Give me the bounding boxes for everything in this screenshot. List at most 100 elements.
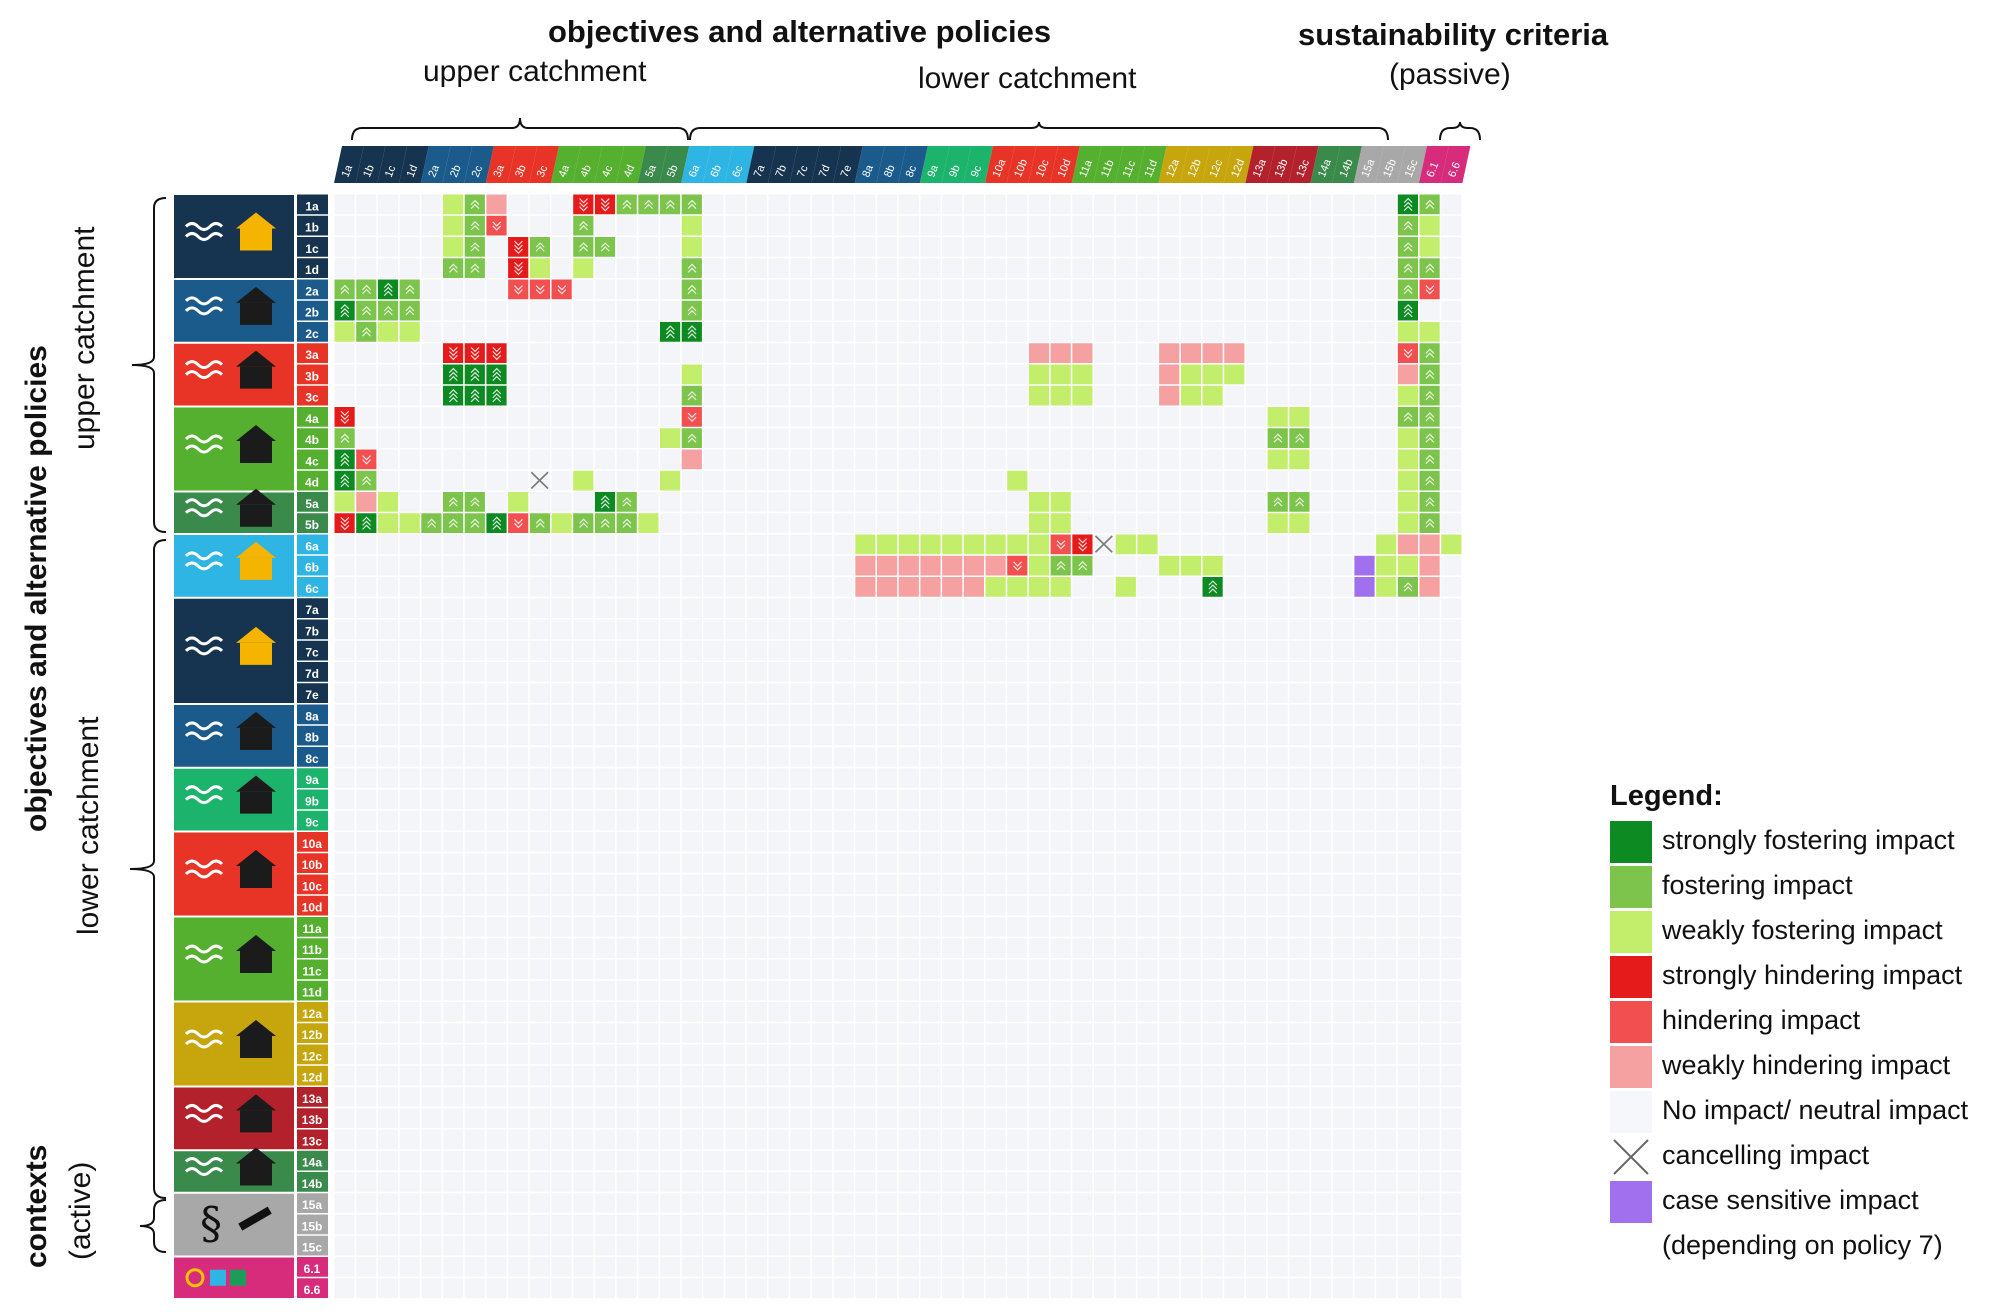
- impact-chevron: [448, 497, 458, 503]
- impact-chevron: [535, 289, 545, 295]
- matrix-cell: [551, 449, 572, 470]
- matrix-cell: [1332, 683, 1353, 703]
- matrix-cell: [486, 874, 507, 895]
- matrix-cell: [1072, 747, 1093, 767]
- matrix-cell: [877, 917, 898, 937]
- matrix-cell: [898, 1108, 919, 1128]
- column-header-label: 3a: [491, 162, 507, 179]
- matrix-cell: [1397, 513, 1418, 533]
- matrix-cell: [573, 619, 594, 640]
- impact-chevron: [470, 203, 480, 210]
- matrix-cell: [811, 364, 833, 385]
- matrix-cell: [811, 640, 833, 661]
- matrix-cell: [898, 895, 919, 916]
- matrix-cell: [334, 577, 355, 597]
- matrix-cell: [551, 1235, 572, 1256]
- matrix-cell: [1180, 1002, 1201, 1022]
- row-label: 15c: [302, 1241, 322, 1255]
- matrix-cell: [877, 407, 898, 427]
- row-label: 7b: [305, 624, 319, 638]
- matrix-cell: [1159, 917, 1180, 937]
- matrix-cell: [1115, 364, 1136, 385]
- impact-chevron: [1403, 412, 1413, 418]
- matrix-cell: [1050, 1044, 1071, 1065]
- matrix-cell: [529, 1044, 550, 1065]
- matrix-cell: [508, 364, 529, 385]
- matrix-cell: [464, 662, 485, 682]
- matrix-cell: [1441, 789, 1462, 810]
- matrix-cell: [985, 300, 1006, 321]
- matrix-cell: [725, 853, 746, 873]
- matrix-cell: [985, 768, 1006, 788]
- matrix-cell: [1072, 917, 1093, 937]
- matrix-cell: [963, 619, 984, 640]
- matrix-cell: [833, 980, 854, 1001]
- row-label: 6.6: [304, 1283, 321, 1297]
- row-label-tag: [297, 364, 328, 385]
- matrix-cell: [1441, 1214, 1462, 1235]
- matrix-cell: [811, 1108, 833, 1128]
- column-header-tag: [594, 146, 625, 183]
- matrix-cell: [1028, 789, 1050, 810]
- matrix-cell: [725, 1065, 746, 1086]
- matrix-cell: [1311, 598, 1332, 618]
- matrix-cell: [790, 640, 811, 661]
- matrix-cell: [1245, 555, 1267, 576]
- matrix-cell: [1267, 832, 1288, 852]
- impact-chevron: [1425, 199, 1435, 206]
- matrix-cell: [638, 598, 659, 618]
- matrix-cell: [377, 279, 399, 300]
- matrix-cell: [616, 895, 637, 916]
- matrix-cell: [681, 237, 702, 257]
- matrix-cell: [746, 619, 767, 640]
- matrix-cell: [334, 938, 355, 958]
- matrix-cell: [1397, 917, 1418, 937]
- matrix-cell: [942, 683, 963, 703]
- matrix-cell: [833, 1129, 854, 1150]
- matrix-cell: [594, 662, 616, 682]
- matrix-cell: [790, 470, 811, 491]
- matrix-cell: [898, 1023, 919, 1043]
- matrix-cell: [551, 492, 572, 512]
- matrix-cell: [616, 725, 637, 746]
- matrix-cell: [1115, 768, 1136, 788]
- matrix-cell: [1267, 449, 1288, 470]
- impact-chevron: [470, 375, 480, 382]
- matrix-cell: [529, 258, 550, 278]
- matrix-cell: [855, 407, 876, 427]
- matrix-cell: [877, 1108, 898, 1128]
- matrix-cell: [1245, 662, 1267, 682]
- matrix-cell: [399, 1172, 420, 1192]
- matrix-cell: [1202, 1193, 1223, 1213]
- matrix-cell: [1419, 577, 1440, 597]
- row-label: 13c: [302, 1134, 322, 1148]
- matrix-cell: [486, 662, 507, 682]
- matrix-cell: [486, 598, 507, 618]
- matrix-cell: [638, 577, 659, 597]
- matrix-cell: [399, 1214, 420, 1235]
- matrix-cell: [1354, 555, 1375, 576]
- matrix-cell: [551, 385, 572, 406]
- matrix-cell: [855, 874, 876, 895]
- matrix-cell: [1289, 895, 1310, 916]
- matrix-cell: [421, 768, 442, 788]
- matrix-cell: [443, 428, 464, 448]
- side-lower-catchment: lower catchment: [72, 716, 105, 935]
- matrix-cell: [356, 577, 377, 597]
- matrix-cell: [877, 1087, 898, 1107]
- matrix-cell: [1202, 789, 1223, 810]
- matrix-cell: [703, 1108, 724, 1128]
- matrix-cell: [1072, 1108, 1093, 1128]
- matrix-cell: [855, 322, 876, 342]
- matrix-cell: [1397, 895, 1418, 916]
- impact-chevron: [362, 476, 371, 482]
- matrix-cell: [616, 385, 637, 406]
- matrix-cell: [616, 747, 637, 767]
- matrix-cell: [1441, 810, 1462, 831]
- column-header-label: 3c: [535, 163, 551, 179]
- matrix-cell: [486, 1002, 507, 1022]
- column-header-label: 2c: [470, 163, 486, 179]
- matrix-cell: [1397, 534, 1418, 555]
- matrix-cell: [898, 832, 919, 852]
- matrix-cell: [1376, 364, 1397, 385]
